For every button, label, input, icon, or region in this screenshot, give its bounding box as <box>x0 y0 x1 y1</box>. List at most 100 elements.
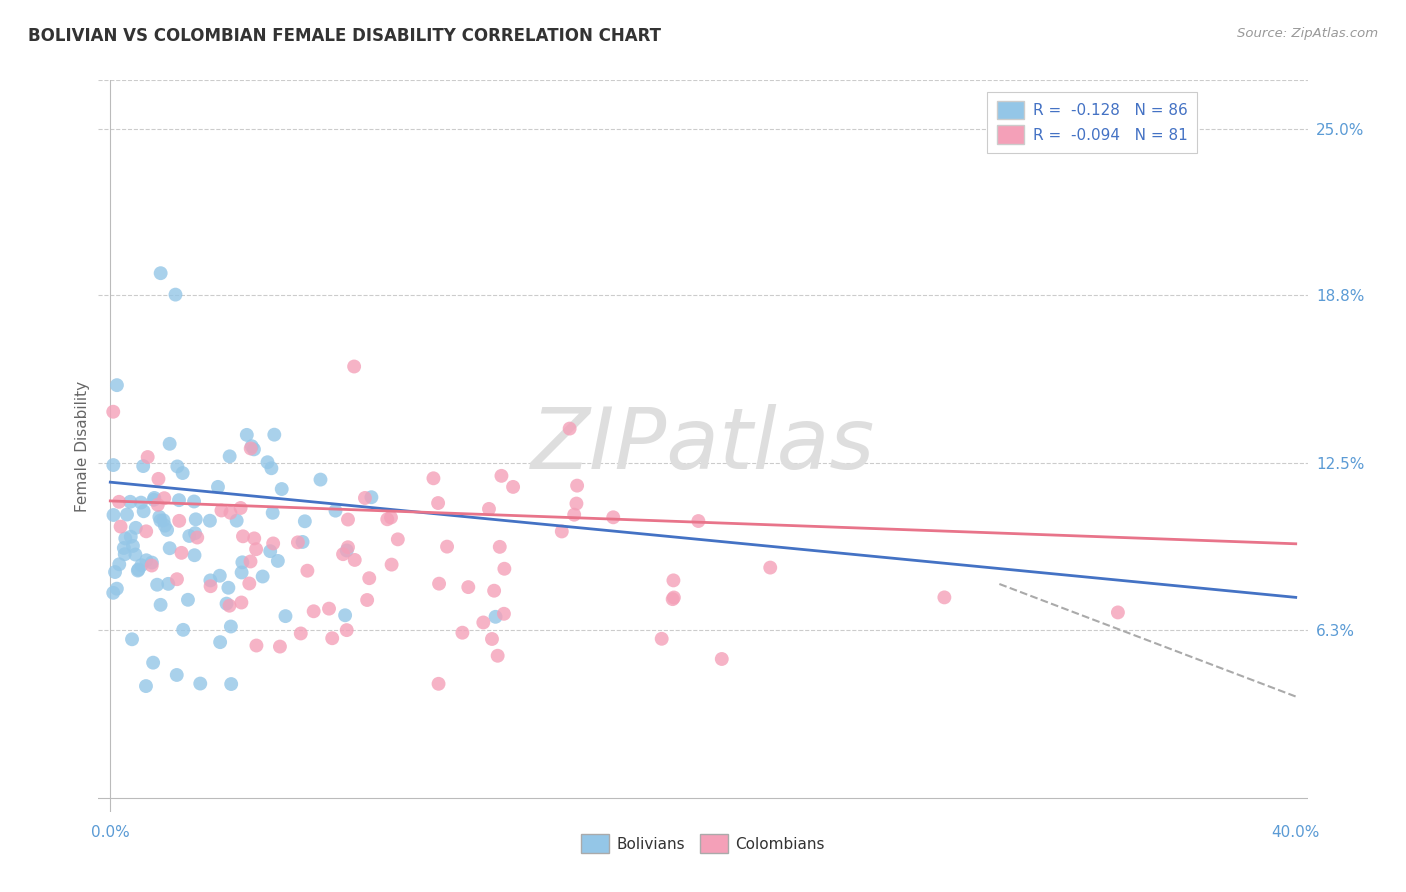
Point <box>132 504 155 518</box>
Text: BOLIVIAN VS COLOMBIAN FEMALE DISABILITY CORRELATION CHART: BOLIVIAN VS COLOMBIAN FEMALE DISABILITY … <box>28 27 661 45</box>
Point <box>270 482 292 496</box>
Point <box>172 466 194 480</box>
Point <box>988 137 1011 152</box>
Point <box>457 580 479 594</box>
Point <box>551 524 574 539</box>
Point <box>127 564 149 578</box>
Point <box>153 491 176 505</box>
Point <box>375 512 398 526</box>
Point <box>108 495 131 509</box>
Point <box>239 554 262 568</box>
Point <box>198 514 221 528</box>
Point <box>231 595 253 609</box>
Point <box>149 514 172 528</box>
Point <box>142 492 165 507</box>
Point <box>183 548 205 562</box>
Point <box>427 576 450 591</box>
Point <box>422 471 444 485</box>
Point <box>211 503 233 517</box>
Point <box>332 547 354 561</box>
Point <box>239 442 262 456</box>
Point <box>135 524 157 539</box>
Point <box>484 609 506 624</box>
Point <box>287 535 309 549</box>
Point <box>170 546 193 560</box>
Point <box>436 540 458 554</box>
Point <box>149 598 172 612</box>
Point <box>114 547 136 561</box>
Point <box>267 554 290 568</box>
Point <box>177 592 200 607</box>
Point <box>488 540 510 554</box>
Point <box>759 560 782 574</box>
Point <box>262 506 284 520</box>
Point <box>502 480 524 494</box>
Point <box>153 518 176 533</box>
Point <box>146 498 169 512</box>
Point <box>152 513 174 527</box>
Point <box>218 450 240 464</box>
Point <box>380 510 402 524</box>
Point <box>219 677 242 691</box>
Point <box>492 607 515 621</box>
Point <box>219 506 242 520</box>
Point <box>208 568 231 582</box>
Point <box>207 480 229 494</box>
Point <box>141 558 163 573</box>
Point <box>651 632 673 646</box>
Point <box>110 519 132 533</box>
Point <box>225 514 247 528</box>
Point <box>128 562 150 576</box>
Point <box>262 536 284 550</box>
Point <box>157 577 180 591</box>
Point <box>343 359 366 374</box>
Point <box>135 553 157 567</box>
Point <box>662 574 685 588</box>
Point <box>124 548 146 562</box>
Point <box>325 503 347 517</box>
Point <box>565 478 588 492</box>
Point <box>294 514 316 528</box>
Point <box>661 592 683 607</box>
Point <box>259 544 281 558</box>
Point <box>166 459 188 474</box>
Point <box>336 623 359 637</box>
Point <box>710 652 733 666</box>
Point <box>149 266 172 280</box>
Point <box>188 676 211 690</box>
Point <box>125 521 148 535</box>
Point <box>336 543 359 558</box>
Point <box>103 586 125 600</box>
Point <box>662 591 685 605</box>
Point <box>166 668 188 682</box>
Point <box>156 523 179 537</box>
Point <box>184 526 207 541</box>
Point <box>200 574 222 588</box>
Point <box>132 459 155 474</box>
Point <box>115 508 138 522</box>
Legend: Bolivians, Colombians: Bolivians, Colombians <box>575 828 831 859</box>
Point <box>427 496 450 510</box>
Point <box>243 532 266 546</box>
Point <box>142 656 165 670</box>
Point <box>356 593 378 607</box>
Text: ZIPatlas: ZIPatlas <box>531 404 875 488</box>
Point <box>252 569 274 583</box>
Point <box>260 461 283 475</box>
Point <box>256 455 278 469</box>
Point <box>148 472 170 486</box>
Point <box>209 635 232 649</box>
Point <box>481 632 503 646</box>
Point <box>274 609 297 624</box>
Point <box>491 468 513 483</box>
Point <box>179 529 201 543</box>
Point <box>263 427 285 442</box>
Point <box>231 566 253 580</box>
Point <box>318 601 340 615</box>
Point <box>105 378 128 392</box>
Point <box>232 529 254 543</box>
Point <box>290 626 312 640</box>
Point <box>565 497 588 511</box>
Point <box>131 558 153 573</box>
Point <box>103 458 125 472</box>
